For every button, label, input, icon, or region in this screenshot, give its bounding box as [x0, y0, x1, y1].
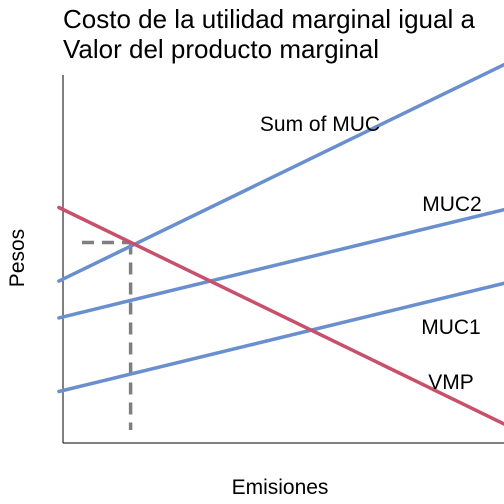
muc1-line — [57, 281, 504, 394]
x-axis-label: Emisiones — [232, 476, 329, 499]
label-vmp: VMP — [428, 371, 474, 394]
label-muc2: MUC2 — [422, 193, 482, 216]
chart-title-line-1: Costo de la utilidad marginal igual a — [63, 4, 475, 34]
equilibrium-guides — [82, 240, 133, 430]
series-lines — [57, 62, 504, 426]
sum-of-muc-line — [57, 62, 504, 283]
vmp-line — [57, 205, 504, 426]
label-muc1: MUC1 — [421, 316, 481, 339]
label-sum-of-muc: Sum of MUC — [260, 113, 380, 136]
chart-title-line-2: Valor del producto marginal — [63, 34, 379, 64]
y-axis-label: Pesos — [6, 229, 29, 287]
muc2-line — [57, 207, 504, 320]
